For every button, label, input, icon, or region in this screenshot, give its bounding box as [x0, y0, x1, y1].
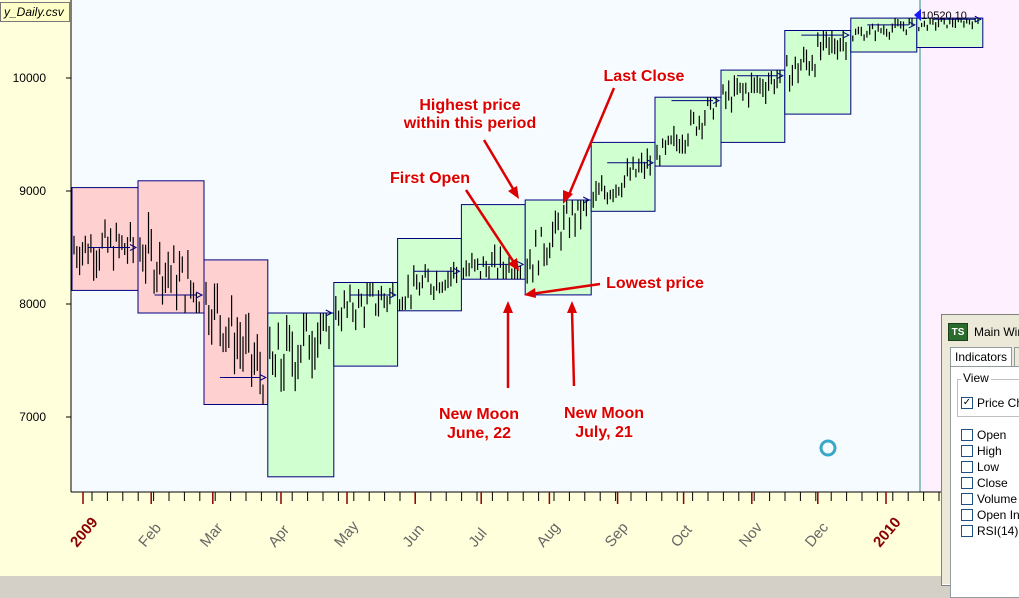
close-arrow-head — [646, 159, 655, 167]
indicator-checkbox-row[interactable]: RSI(14) — [961, 523, 1018, 539]
app-logo-icon: TS — [948, 323, 968, 341]
y-tick-label: 10000 — [13, 71, 47, 85]
annotation-new-moon-june: New Moon — [439, 406, 519, 423]
indicator-label: Open — [977, 428, 1007, 442]
indicator-checkbox-row[interactable]: Open Int — [961, 507, 1019, 523]
indicator-label: Open Int — [977, 508, 1019, 522]
close-arrow-head — [389, 291, 397, 299]
annotation-last-close: Last Close — [604, 68, 685, 85]
indicator-checkbox[interactable] — [961, 525, 973, 537]
close-arrow-head — [129, 244, 138, 251]
view-group-label: View — [961, 371, 991, 385]
indicator-checkbox-row[interactable]: High — [961, 443, 1002, 459]
indicator-checkbox[interactable] — [961, 493, 973, 505]
indicator-checkbox[interactable] — [961, 477, 973, 489]
close-arrow-head — [325, 309, 333, 317]
lunar-period-box — [397, 238, 462, 312]
annotation-lowest-price: Lowest price — [606, 275, 704, 292]
price-chart-checkbox[interactable]: ✓ — [961, 397, 973, 409]
indicator-label: Close — [977, 476, 1008, 490]
main-window-panel[interactable]: TS Main Win Indicators V View ✓ Price Ch… — [941, 314, 1019, 598]
last-price-label: 10520.10 — [921, 10, 967, 22]
annotation-highest-price: Highest price — [419, 97, 520, 114]
lunar-period-box — [720, 69, 786, 143]
close-arrow-head — [582, 196, 591, 204]
annotation-arrows — [464, 87, 616, 388]
lunar-period-box — [203, 259, 269, 405]
panel-title-bar[interactable]: TS Main Win — [948, 321, 1019, 343]
file-name-label: y_Daily.csv — [0, 2, 70, 22]
close-arrow-head — [453, 267, 461, 275]
last-price-marker-icon — [914, 9, 921, 21]
indicator-checkbox[interactable] — [961, 429, 973, 441]
indicator-checkbox-row[interactable]: Open — [961, 427, 1006, 443]
indicator-label: Low — [977, 460, 1000, 474]
y-tick-label: 7000 — [19, 410, 46, 424]
indicator-label: RSI(14) — [977, 524, 1019, 538]
annotation-within-period: within this period — [403, 115, 536, 132]
annotation-july-date: July, 21 — [575, 424, 633, 441]
price-bars — [73, 18, 979, 405]
close-arrow-head — [516, 260, 525, 268]
period-open-close-arrows — [88, 15, 982, 381]
close-arrow-head — [776, 72, 784, 80]
annotation-june-date: June, 22 — [447, 425, 511, 442]
price-chart-checkbox-row[interactable]: ✓ Price Ch — [961, 395, 1019, 411]
indicator-checkbox-row[interactable]: Close — [961, 475, 1008, 491]
tab-body: View ✓ Price Ch Open High Low Close Volume Op… — [950, 366, 1019, 598]
lunar-period-box — [590, 141, 656, 212]
price-chart-label: Price Ch — [977, 396, 1019, 410]
tab-indicators[interactable]: Indicators — [950, 347, 1013, 366]
indicator-label: High — [977, 444, 1002, 458]
indicator-checkbox-row[interactable]: Low — [961, 459, 999, 475]
indicator-checkbox[interactable] — [961, 445, 973, 457]
close-arrow-head — [195, 291, 204, 299]
busy-spinner-icon — [819, 439, 837, 457]
indicator-checkbox[interactable] — [961, 461, 973, 473]
close-arrow-head — [712, 97, 721, 105]
y-axis-ticks: 7000 8000 9000 10000 — [13, 71, 71, 424]
indicator-label: Volume — [977, 492, 1018, 506]
close-arrow-head — [259, 374, 267, 381]
indicator-checkbox-row[interactable]: Volume — [961, 491, 1017, 507]
close-arrow-head — [974, 15, 982, 23]
annotation-new-moon-july: New Moon — [564, 405, 644, 422]
panel-title: Main Win — [974, 325, 1019, 339]
close-arrow-head — [908, 21, 916, 29]
tab-view[interactable]: V — [1014, 347, 1019, 366]
y-tick-label: 8000 — [19, 297, 46, 311]
y-tick-label: 9000 — [19, 184, 46, 198]
panel-tabs: Indicators V — [950, 347, 1019, 366]
close-arrow-head — [842, 31, 850, 39]
indicator-checkbox[interactable] — [961, 509, 973, 521]
annotation-first-open: First Open — [390, 170, 470, 187]
